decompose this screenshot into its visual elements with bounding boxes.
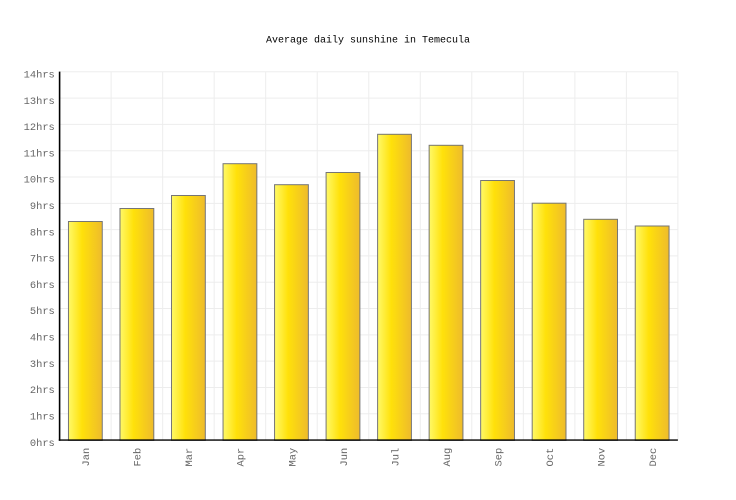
svg-text:Average daily sunshine in Teme: Average daily sunshine in Temecula (266, 34, 470, 46)
svg-text:Mar: Mar (184, 448, 196, 467)
svg-text:Oct: Oct (545, 448, 557, 467)
svg-text:7hrs: 7hrs (30, 254, 55, 266)
svg-text:10hrs: 10hrs (24, 175, 55, 187)
svg-text:May: May (287, 448, 299, 467)
svg-text:Nov: Nov (596, 448, 608, 467)
svg-text:9hrs: 9hrs (30, 201, 55, 213)
svg-text:2hrs: 2hrs (30, 385, 55, 397)
svg-text:1hrs: 1hrs (30, 411, 55, 423)
svg-text:0hrs: 0hrs (30, 438, 55, 450)
svg-text:Feb: Feb (133, 448, 145, 467)
svg-text:6hrs: 6hrs (30, 280, 55, 292)
svg-text:4hrs: 4hrs (30, 333, 55, 345)
svg-text:Aug: Aug (442, 448, 454, 467)
svg-text:Sep: Sep (493, 448, 505, 467)
svg-text:Dec: Dec (648, 448, 660, 467)
svg-text:Jan: Jan (81, 448, 93, 467)
svg-text:14hrs: 14hrs (24, 70, 55, 82)
svg-text:Jul: Jul (390, 448, 402, 467)
svg-text:3hrs: 3hrs (30, 359, 55, 371)
svg-text:Apr: Apr (236, 448, 248, 467)
svg-text:12hrs: 12hrs (24, 122, 55, 134)
svg-text:13hrs: 13hrs (24, 96, 55, 108)
svg-text:Jun: Jun (339, 448, 351, 467)
svg-text:5hrs: 5hrs (30, 306, 55, 318)
svg-text:11hrs: 11hrs (24, 148, 55, 160)
svg-text:8hrs: 8hrs (30, 227, 55, 239)
